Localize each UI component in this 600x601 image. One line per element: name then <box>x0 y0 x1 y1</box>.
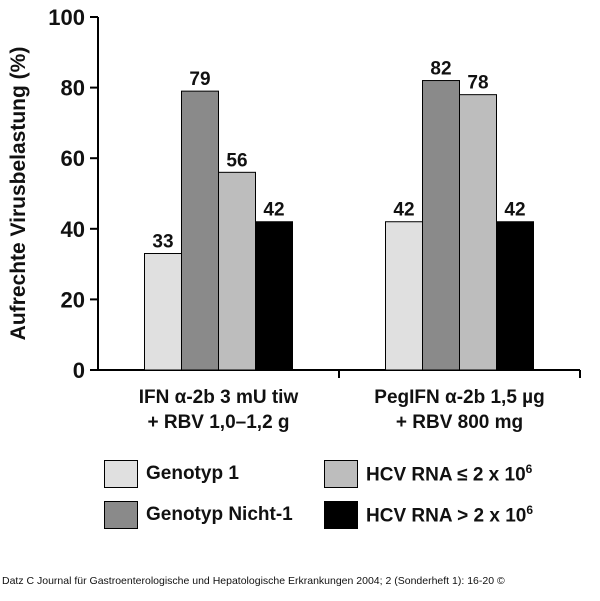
legend-label: Genotyp Nicht-1 <box>146 504 293 525</box>
legend-swatch <box>324 501 358 529</box>
data-label: 42 <box>263 200 284 221</box>
legend-label: Genotyp 1 <box>146 463 239 484</box>
legend-swatch <box>324 460 358 488</box>
x-category-label: PegIFN α-2b 1,5 µg <box>374 387 544 408</box>
bar <box>459 94 497 371</box>
y-axis-title: Aufrechte Virusbelastung (%) <box>7 47 30 341</box>
legend-label: HCV RNA > 2 x 106 <box>366 502 534 527</box>
bar <box>496 221 534 371</box>
x-category-label: + RBV 800 mg <box>396 412 523 433</box>
bar <box>181 90 219 371</box>
credit-line: Datz C Journal für Gastroenterologische … <box>2 575 505 587</box>
legend-item-hcv-rna-low: HCV RNA ≤ 2 x 106 <box>324 459 532 489</box>
data-label: 78 <box>467 73 488 94</box>
legend-swatch <box>104 460 138 488</box>
y-tick-label: 100 <box>48 5 85 30</box>
data-label: 42 <box>393 200 414 221</box>
y-tick-label: 20 <box>61 287 85 312</box>
bar <box>422 80 460 371</box>
bar <box>218 171 256 371</box>
bar <box>144 253 182 371</box>
data-label: 82 <box>430 59 451 80</box>
bar <box>255 221 293 371</box>
y-tick-label: 40 <box>61 217 85 242</box>
legend-item-genotyp-nicht-1: Genotyp Nicht-1 <box>104 500 293 530</box>
data-label: 33 <box>152 232 173 253</box>
y-tick-label: 0 <box>73 358 85 383</box>
x-category-label: + RBV 1,0–1,2 g <box>147 412 289 433</box>
data-label: 79 <box>189 69 210 90</box>
legend-swatch <box>104 501 138 529</box>
x-category-label: IFN α-2b 3 mU tiw <box>139 387 299 408</box>
bar-chart: Aufrechte Virusbelastung (%) 0 20 40 60 80 100… <box>7 5 581 433</box>
legend-item-hcv-rna-high: HCV RNA > 2 x 106 <box>324 500 533 530</box>
data-label: 56 <box>226 150 247 171</box>
y-tick-label: 80 <box>61 76 85 101</box>
bar <box>385 221 423 371</box>
y-tick-label: 60 <box>61 146 85 171</box>
legend-label: HCV RNA ≤ 2 x 106 <box>366 461 533 486</box>
data-label: 42 <box>504 200 525 221</box>
legend-item-genotyp-1: Genotyp 1 <box>104 459 239 489</box>
